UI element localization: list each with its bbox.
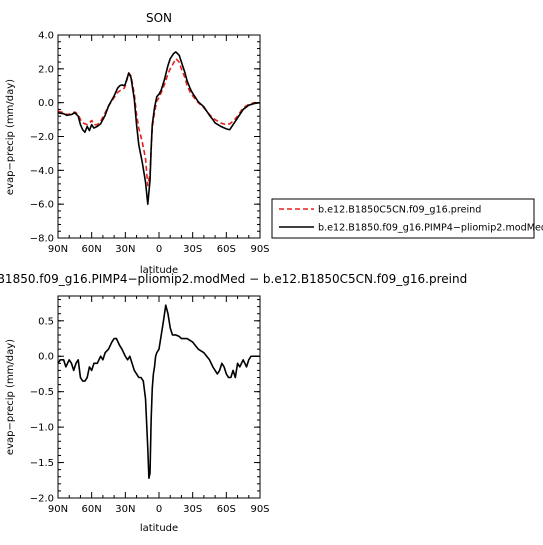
bottom-x-tick-label: 60S <box>217 504 236 515</box>
top-x-axis-label: latitude <box>140 265 178 276</box>
bottom-y-tick-label: 0.0 <box>38 352 54 363</box>
top-y-tick-label: −8.0 <box>30 234 54 245</box>
top-y-tick-label: 2.0 <box>38 64 54 75</box>
top-x-tick-label: 30N <box>115 244 135 255</box>
bottom-x-tick-label: 90S <box>250 504 269 515</box>
legend-label-pliomip: b.e12.B1850.f09_g16.PIMP4−pliomip2.modMe… <box>318 223 543 234</box>
bottom-y-tick-label: −0.5 <box>30 387 54 398</box>
top-y-tick-label: −4.0 <box>30 166 54 177</box>
top-x-tick-label: 30S <box>183 244 202 255</box>
bottom-panel: b.e12.B1850.f09_g16.PIMP4−pliomip2.modMe… <box>0 272 467 534</box>
legend: b.e12.B1850C5CN.f09_g16.preind b.e12.B18… <box>271 198 543 239</box>
bottom-x-tick-label: 30N <box>115 504 135 515</box>
bottom-y-axis-label: evap−precip (mm/day) <box>5 339 16 455</box>
top-series-line-1 <box>57 51 261 205</box>
bottom-axes-group: 90N 60N 30N 0 30S 60S 90S −2.0 −1.5 −1.0 −0.5 0.0 0.… <box>30 295 270 515</box>
top-y-tick-label: 4.0 <box>38 31 54 42</box>
top-series-group <box>57 51 261 205</box>
top-series-line-0 <box>57 57 260 187</box>
top-panel: SON 90N 60N 30N 0 30S 60S 90S −8.0 −6.0 −4.0 −2.0 0… <box>5 11 270 276</box>
top-x-tick-label: 0 <box>156 244 162 255</box>
top-x-tick-label: 90N <box>48 244 68 255</box>
top-y-tick-label: 0.0 <box>38 98 54 109</box>
bottom-x-tick-label: 60N <box>82 504 102 515</box>
legend-box <box>271 198 535 239</box>
bottom-series-line-0 <box>57 304 260 479</box>
top-x-tick-label: 60S <box>217 244 236 255</box>
bottom-series-group <box>57 304 260 479</box>
top-x-tick-label: 90S <box>250 244 269 255</box>
bottom-y-tick-label: −2.0 <box>30 494 54 505</box>
top-y-tick-label: −2.0 <box>30 132 54 143</box>
bottom-plot-frame <box>57 295 261 499</box>
bottom-x-tick-label: 30S <box>183 504 202 515</box>
top-y-axis-label: evap−precip (mm/day) <box>5 79 16 195</box>
top-x-tick-label: 60N <box>82 244 102 255</box>
top-title: SON <box>146 11 172 25</box>
top-y-tick-label: −6.0 <box>30 200 54 211</box>
bottom-y-tick-label: 0.5 <box>38 316 54 327</box>
bottom-x-tick-label: 90N <box>48 504 68 515</box>
bottom-y-tick-label: −1.5 <box>30 458 54 469</box>
top-plot-frame <box>57 34 261 239</box>
bottom-x-tick-label: 0 <box>156 504 162 515</box>
bottom-title: b.e12.B1850.f09_g16.PIMP4−pliomip2.modMe… <box>0 272 467 286</box>
top-axes-group: 90N 60N 30N 0 30S 60S 90S −8.0 −6.0 −4.0 −2.0 0.0 2.… <box>30 31 270 256</box>
legend-label-preind: b.e12.B1850C5CN.f09_g16.preind <box>318 205 481 216</box>
bottom-y-tick-label: −1.0 <box>30 423 54 434</box>
bottom-x-axis-label: latitude <box>140 523 178 534</box>
